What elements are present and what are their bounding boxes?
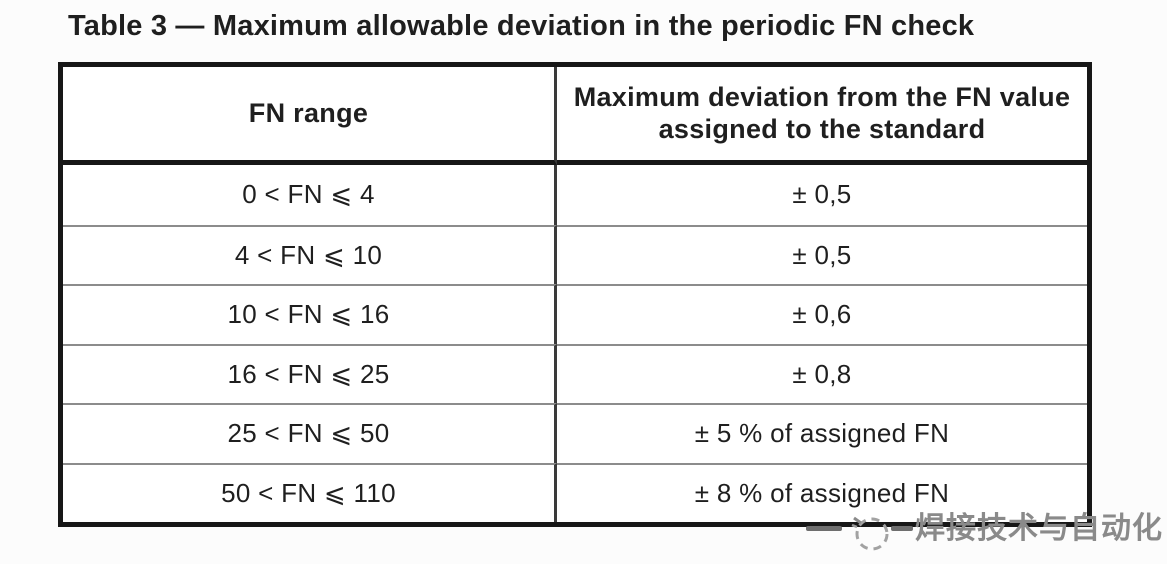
fn-range-cell: 16 < FN ⩽ 25 [63,343,557,403]
max-deviation-cell: ± 8 % of assigned FN [557,462,1087,523]
fn-deviation-table: FN range Maximum deviation from the FN v… [58,62,1092,527]
max-deviation-cell: ± 0,5 [792,179,852,210]
max-deviation-cell: ± 5 % of assigned FN [557,403,1087,463]
max-deviation-cell: ± 0,8 [557,343,1087,404]
dashed-circle-logo-icon [851,516,889,551]
watermark-text: 焊接技术与自动化 [915,511,1163,546]
max-deviation-cell: ± 0,5 [557,224,1087,285]
column-header-max-deviation-label: Maximum deviation from the FN value assi… [573,81,1071,144]
column-header-fn-range: FN range [63,67,557,165]
column-header-fn-range-label: FN range [248,98,369,128]
fn-range-cell: 25 < FN ⩽ 50 [63,403,557,463]
fn-range-cell: 0 < FN ⩽ 4 [63,165,557,225]
watermark-line-right [891,525,913,531]
fn-range-cell: 10 < FN ⩽ 16 [63,284,557,344]
watermark-line-left [806,525,842,531]
page-title: Table 3 — Maximum allowable deviation in… [68,10,975,42]
column-header-max-deviation: Maximum deviation from the FN value assi… [557,67,1087,165]
watermark: 焊接技术与自动化 [806,502,1163,554]
fn-range-cell: 4 < FN ⩽ 10 [63,224,557,284]
max-deviation-cell: ± 0,6 [557,284,1087,344]
fn-range-cell: 50 < FN ⩽ 110 [63,462,557,522]
